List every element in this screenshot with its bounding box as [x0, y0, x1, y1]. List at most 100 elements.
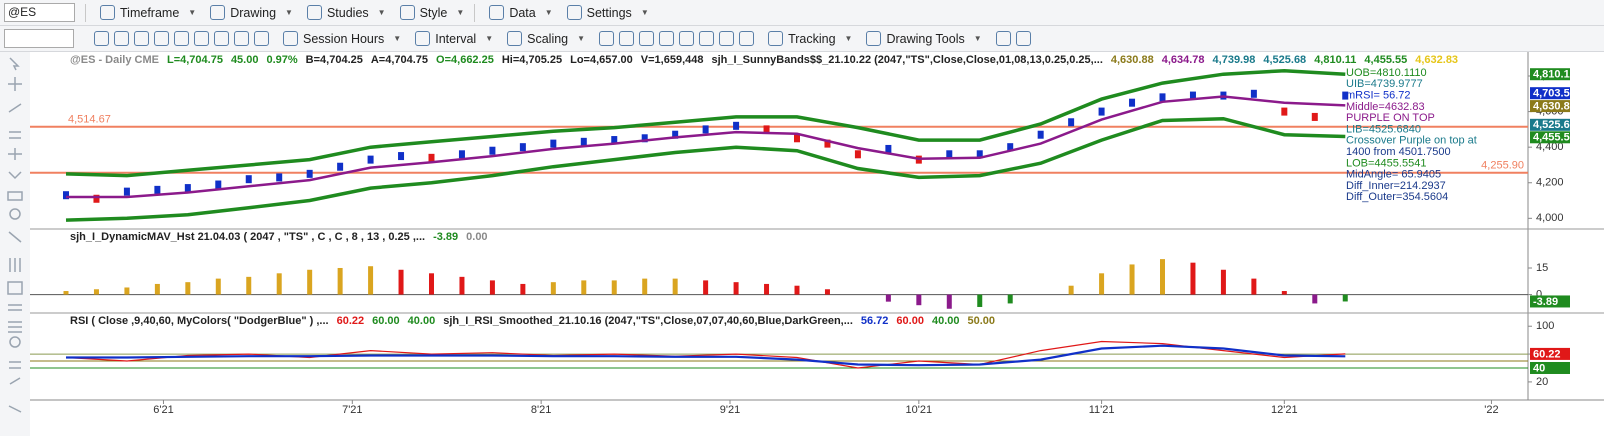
- annotation: Diff_Inner=214.2937: [1346, 180, 1446, 192]
- symbol-box[interactable]: @ES: [4, 3, 75, 22]
- price-bar: [1281, 107, 1288, 116]
- menu-label: Tracking: [788, 31, 836, 46]
- histogram-bar: [368, 266, 374, 295]
- histogram-bar: [1129, 264, 1135, 295]
- header-item: 0.97%: [266, 54, 297, 66]
- price-tag: [1530, 131, 1570, 144]
- price-bar: [1250, 89, 1257, 98]
- price-bar: [1342, 91, 1349, 100]
- price-bar: [763, 125, 770, 134]
- histogram-bar: [916, 294, 922, 306]
- menu-label: Data: [509, 5, 536, 20]
- histogram-bar: [429, 273, 434, 295]
- histogram-bar: [1220, 269, 1226, 295]
- menu-settings[interactable]: Settings ▼: [566, 5, 649, 20]
- price-bar: [1098, 107, 1105, 116]
- price-tag-label: 4,810.1: [1533, 69, 1570, 81]
- histogram-bar: [550, 282, 556, 295]
- y-tick-label: 4,200: [1536, 177, 1564, 189]
- x-tick-label: 7'21: [342, 404, 362, 416]
- menu-label: Settings: [586, 5, 632, 20]
- menu-studies[interactable]: Studies ▼: [306, 5, 386, 20]
- menu-drawing-tools[interactable]: Drawing Tools ▼: [866, 31, 982, 46]
- header-item: 0.00: [466, 231, 487, 243]
- series-line: [65, 116, 1346, 222]
- icon-group[interactable]: [599, 31, 755, 46]
- header-item: Hi=4,705.25: [502, 54, 562, 66]
- histogram-bar: [1099, 273, 1105, 295]
- menu-label: Scaling: [527, 31, 569, 46]
- icon-group[interactable]: [94, 31, 269, 46]
- menu-interval[interactable]: Interval ▼: [415, 31, 493, 46]
- histogram-bar: [1342, 294, 1348, 302]
- y-tick-label: 15: [1536, 262, 1548, 274]
- menu-timeframe[interactable]: Timeframe ▼: [100, 5, 196, 20]
- price-bar: [641, 134, 648, 143]
- histogram-bar: [398, 269, 404, 295]
- header-item: 4,455.55: [1364, 54, 1407, 66]
- histogram-bar: [307, 269, 313, 295]
- header-item: 56.72: [861, 315, 889, 327]
- menu-session-hours[interactable]: Session Hours ▼: [283, 31, 401, 46]
- menu-label: Drawing Tools: [886, 31, 965, 46]
- histogram-bar: [246, 276, 252, 295]
- annotation: mRSI= 56.72: [1346, 90, 1411, 102]
- x-tick-label: 8'21: [531, 404, 551, 416]
- price-bar: [824, 139, 831, 148]
- histogram-bar: [703, 280, 709, 295]
- header-item: 60.22: [337, 315, 365, 327]
- header-item: 45.00: [231, 54, 259, 66]
- header-item: B=4,704.25: [306, 54, 363, 66]
- header-item: @ES - Daily CME: [70, 54, 159, 66]
- menu-tracking[interactable]: Tracking ▼: [768, 31, 852, 46]
- histogram-bar: [824, 289, 830, 295]
- price-bar: [733, 121, 740, 130]
- series-line: [66, 95, 1346, 199]
- price-bar: [580, 137, 587, 146]
- x-tick-label: 9'21: [720, 404, 740, 416]
- histogram-bar: [1007, 294, 1013, 304]
- price-bar: [672, 130, 679, 139]
- icon-group[interactable]: [995, 31, 1031, 46]
- menu-scaling[interactable]: Scaling ▼: [507, 31, 585, 46]
- price-bar: [885, 144, 892, 153]
- header-item: 40.00: [932, 315, 960, 327]
- panel-header: @ES - Daily CME L=4,704.75 45.00 0.97% B=4,7…: [70, 54, 1458, 66]
- annotation: PURPLE ON TOP: [1346, 112, 1435, 124]
- histogram-bar: [581, 280, 587, 295]
- menu-style[interactable]: Style ▼: [399, 5, 464, 20]
- histogram-bar: [185, 282, 191, 295]
- price-bar: [1129, 98, 1136, 107]
- price-bar: [702, 125, 709, 134]
- histogram-bar: [63, 291, 69, 295]
- annotation: Middle=4632.83: [1346, 101, 1425, 113]
- histogram-bar: [672, 278, 678, 295]
- price-tag-label: 4,630.8: [1533, 101, 1570, 113]
- price-tag: [1530, 118, 1570, 131]
- main-toolbar: @ES Timeframe ▼ Drawing ▼ Studies ▼ Style ▼ …: [0, 0, 1604, 26]
- header-item: RSI ( Close ,9,40,60, MyColors( "DodgerB…: [70, 315, 329, 327]
- input-box[interactable]: [4, 29, 74, 48]
- price-bar: [337, 162, 344, 171]
- sidebar: [0, 52, 30, 436]
- price-tag-label: 4,703.5: [1533, 88, 1570, 100]
- price-bar: [154, 185, 161, 194]
- histogram-bar: [124, 287, 130, 295]
- price-bar: [398, 152, 405, 161]
- header-item: 4,630.88: [1111, 54, 1154, 66]
- sidebar-icons[interactable]: [7, 57, 23, 413]
- y-tick-label: 4,400: [1536, 141, 1564, 153]
- price-bar: [1007, 143, 1014, 152]
- histogram-bar: [642, 278, 648, 295]
- histogram-bar: [459, 276, 465, 295]
- annotation: UOB=4810.1110: [1346, 67, 1427, 79]
- y-tick-label: 0: [1536, 288, 1542, 300]
- menu-data[interactable]: Data ▼: [489, 5, 553, 20]
- price-bar: [854, 150, 861, 159]
- header-item: V=1,659,448: [641, 54, 704, 66]
- separator: [474, 3, 476, 22]
- y-tick-label: 20: [1536, 376, 1548, 388]
- menu-drawing[interactable]: Drawing ▼: [210, 5, 293, 20]
- price-bar: [976, 150, 983, 159]
